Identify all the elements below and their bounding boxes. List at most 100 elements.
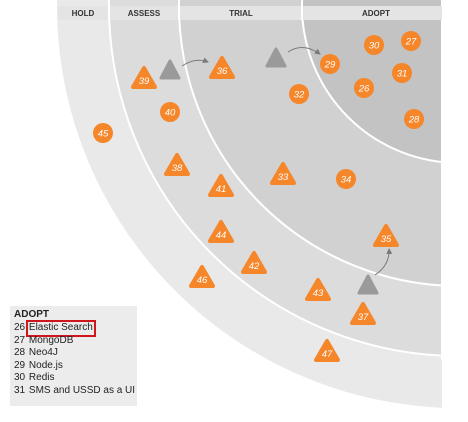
blip-42[interactable]: 42	[241, 251, 267, 274]
blip-number: 46	[197, 275, 208, 286]
ring-label-hold: HOLD	[72, 9, 95, 18]
ring-header-bar	[58, 6, 442, 20]
blip-28[interactable]: 28	[404, 109, 424, 129]
move-arrow	[287, 47, 321, 55]
blip-29[interactable]: 29	[320, 54, 340, 74]
blip-39[interactable]: 39	[131, 66, 157, 89]
blip-34[interactable]: 34	[336, 169, 356, 189]
blip-number: 42	[249, 261, 260, 272]
blip-circle	[401, 31, 421, 51]
blip-triangle	[131, 66, 157, 89]
blip-number: 35	[381, 234, 392, 245]
blip-triangle	[164, 153, 190, 176]
blip-number: 36	[217, 66, 228, 77]
ring-label-adopt: ADOPT	[362, 9, 390, 18]
blip-number: 44	[216, 230, 227, 241]
blip-triangle	[208, 174, 234, 197]
legend-item-number: 29	[14, 359, 26, 371]
legend-item-name: Neo4J	[28, 347, 58, 359]
radar-right-edge	[442, 0, 468, 422]
legend-item-name-highlighted: Elastic Search	[25, 320, 96, 337]
blip-circle	[160, 102, 180, 122]
blip-47[interactable]: 47	[314, 339, 340, 362]
blip-triangle	[314, 339, 340, 362]
blip-number: 47	[322, 349, 333, 360]
blip-triangle	[209, 56, 235, 79]
legend-item[interactable]: 27 MongoDB	[10, 335, 137, 348]
legend-item-number: 30	[14, 372, 26, 384]
blip-circle	[354, 78, 374, 98]
blip-circle	[336, 169, 356, 189]
blip-number: 40	[165, 108, 176, 119]
blip-number: 27	[405, 37, 417, 48]
ring-label-assess: ASSESS	[128, 9, 161, 18]
legend-item-number: 27	[14, 334, 26, 346]
legend-item-name: Node.js	[28, 359, 63, 371]
blip-32[interactable]: 32	[289, 84, 309, 104]
blip-circle	[404, 109, 424, 129]
blip-26[interactable]: 26	[354, 78, 374, 98]
blip-triangle	[208, 220, 234, 243]
blip-43[interactable]: 43	[305, 278, 331, 301]
blip-31[interactable]: 31	[392, 63, 412, 83]
moved-from-triangle	[265, 47, 287, 68]
blip-number: 33	[278, 172, 289, 183]
blip-triangle	[305, 278, 331, 301]
legend-item-name: SMS and USSD as a UI	[28, 384, 136, 396]
blip-triangle	[350, 302, 376, 325]
moved-from-triangle	[159, 59, 181, 80]
blip-27[interactable]: 27	[401, 31, 421, 51]
blip-44[interactable]: 44	[208, 220, 234, 243]
blip-38[interactable]: 38	[164, 153, 190, 176]
legend-item-number: 26	[14, 322, 26, 333]
blip-number: 32	[294, 90, 305, 101]
ring-header: HOLD ASSESS TRIAL ADOPT	[58, 6, 442, 20]
blip-33[interactable]: 33	[270, 162, 296, 185]
blip-triangle	[241, 251, 267, 274]
move-arrow	[374, 248, 393, 276]
blip-37[interactable]: 37	[350, 302, 376, 325]
blip-30[interactable]: 30	[364, 35, 384, 55]
blip-40[interactable]: 40	[160, 102, 180, 122]
blip-number: 45	[98, 129, 109, 140]
move-arrow	[181, 57, 209, 67]
legend-item[interactable]: 29 Node.js	[10, 360, 137, 373]
blip-circle	[364, 35, 384, 55]
blip-45[interactable]: 45	[93, 123, 113, 143]
blip-46[interactable]: 46	[189, 265, 215, 288]
blip-41[interactable]: 41	[208, 174, 234, 197]
blip-36[interactable]: 36	[209, 56, 235, 79]
movement-indicators	[159, 47, 393, 295]
blip-number: 26	[358, 84, 370, 95]
blip-number: 38	[172, 163, 183, 174]
ring-label-trial: TRIAL	[229, 9, 253, 18]
blip-circle	[289, 84, 309, 104]
radar-blips: 27 30 29 31 26 28 36 32 33 34 35 39 40 38 41 44 42 43 37 45…	[93, 31, 424, 362]
legend-list: 26 Elastic Search 27 MongoDB 28 Neo4J 29…	[10, 320, 137, 398]
legend-item[interactable]: 30 Redis	[10, 372, 137, 385]
legend-item-name: MongoDB	[28, 334, 74, 346]
blip-number: 30	[369, 41, 380, 52]
blip-circle	[392, 63, 412, 83]
blip-triangle	[189, 265, 215, 288]
blip-circle	[320, 54, 340, 74]
legend-item[interactable]: 28 Neo4J	[10, 347, 137, 360]
blip-circle	[93, 123, 113, 143]
blip-number: 43	[313, 288, 324, 299]
blip-number: 41	[216, 184, 227, 195]
blip-number: 31	[397, 69, 408, 80]
blip-number: 34	[341, 175, 352, 186]
blip-number: 37	[358, 312, 369, 323]
legend-item-number: 31	[14, 384, 26, 396]
blip-number: 28	[408, 115, 420, 126]
legend-panel: ADOPT 26 Elastic Search 27 MongoDB 28 Ne…	[10, 306, 137, 406]
blip-triangle	[373, 224, 399, 247]
blip-number: 29	[324, 60, 336, 71]
blip-35[interactable]: 35	[373, 224, 399, 247]
moved-from-triangle	[357, 274, 379, 295]
legend-item[interactable]: 26 Elastic Search	[10, 320, 137, 337]
legend-item-name: Redis	[28, 372, 55, 384]
legend-title: ADOPT	[14, 309, 49, 320]
legend-item[interactable]: 31 SMS and USSD as a UI	[10, 385, 137, 398]
